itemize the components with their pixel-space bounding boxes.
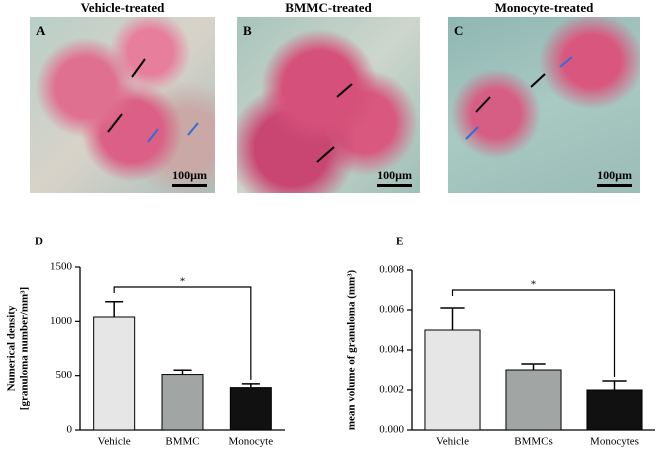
panel-title: BMMC-treated — [285, 0, 372, 15]
bar — [93, 316, 136, 431]
y-tick-label: 1000 — [50, 315, 73, 327]
bar — [505, 369, 562, 431]
arrows — [107, 58, 199, 143]
y-tick-label: 0.006 — [379, 304, 404, 316]
y-tick-label: 500 — [56, 369, 73, 381]
y-axis-label: Numerical density — [6, 305, 18, 391]
panel-label: D — [35, 236, 43, 248]
panel-title: Monocyte-treated — [494, 0, 594, 15]
bar — [229, 387, 272, 431]
panel-label: B — [243, 23, 252, 38]
scale-text: 100µm — [377, 168, 412, 182]
significance-bracket — [113, 286, 252, 380]
y-tick-label: 0.008 — [379, 264, 404, 276]
arrows — [465, 56, 573, 140]
scale-text: 100µm — [597, 168, 632, 182]
scale-bar: 100µm — [377, 168, 412, 187]
y-tick-label: 0.004 — [379, 344, 404, 356]
bar — [161, 374, 204, 431]
scale-bar: 100µm — [597, 168, 632, 187]
micrograph: C 100µm — [448, 17, 640, 193]
scale-text: 100µm — [172, 168, 207, 182]
significance-label: * — [531, 279, 537, 291]
x-tick-label: Vehicle — [98, 436, 131, 448]
y-tick-label: 0.000 — [379, 424, 404, 436]
micrograph: A 100µm — [30, 17, 215, 193]
x-tick-label: BMMC — [165, 436, 199, 448]
scale-bar: 100µm — [172, 168, 207, 187]
panel-label: A — [36, 23, 46, 38]
arrows — [316, 83, 353, 163]
x-tick-label: Vehicle — [436, 436, 469, 448]
y-axis-label: mean volume of granuloma (mm³) — [346, 270, 358, 431]
x-tick-label: Monocyte — [229, 436, 274, 448]
bar — [424, 329, 481, 431]
micrograph: B 100µm — [237, 17, 420, 193]
y-axis-label: [granuloma number/mm³] — [19, 287, 31, 410]
y-tick-label: 0 — [67, 424, 73, 436]
bar — [586, 389, 643, 431]
significance-bracket — [451, 289, 616, 377]
significance-label: * — [180, 276, 186, 288]
panel-label: C — [454, 23, 464, 38]
panel-title: Vehicle-treated — [80, 0, 165, 15]
y-tick-label: 1500 — [50, 261, 73, 273]
panel-label: E — [396, 236, 403, 248]
x-tick-label: Monocytes — [590, 436, 639, 448]
x-tick-label: BMMCs — [514, 436, 553, 448]
y-tick-label: 0.002 — [379, 384, 404, 396]
